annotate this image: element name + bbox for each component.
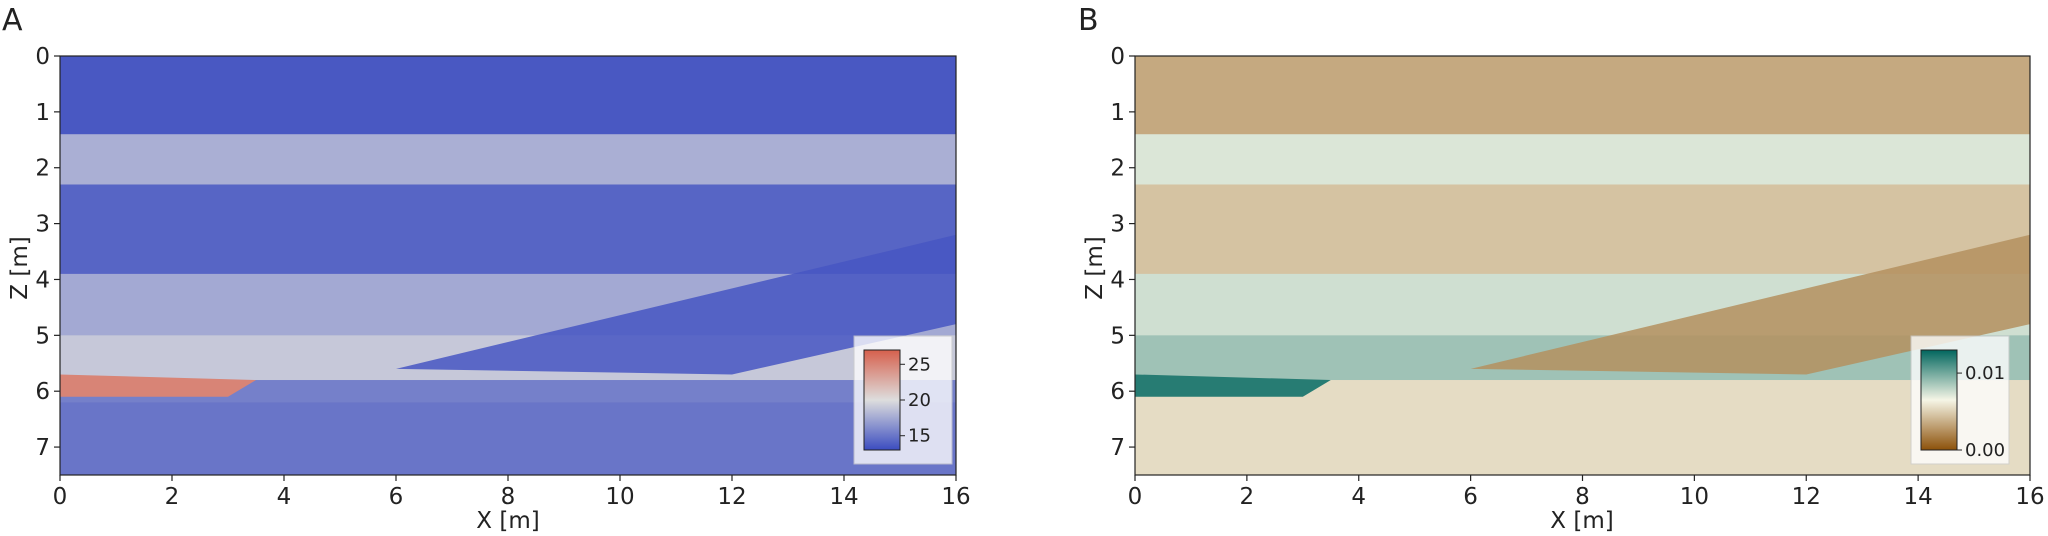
x-tick-label: 0 — [53, 484, 68, 510]
colorbar-tick-label: 25 — [908, 354, 931, 375]
y-tick-label: 1 — [1110, 100, 1125, 126]
x-tick-label: 8 — [1575, 484, 1590, 510]
x-tick-label: 14 — [1903, 484, 1932, 510]
y-tick-label: 2 — [35, 156, 50, 182]
heatmap-layer — [1135, 134, 2030, 185]
x-tick-label: 8 — [501, 484, 516, 510]
y-tick-label: 6 — [35, 379, 50, 405]
heatmap-layer — [1135, 380, 2030, 403]
heatmap-layer — [60, 184, 956, 275]
x-tick-label: 0 — [1128, 484, 1143, 510]
y-tick-label: 0 — [1110, 44, 1125, 70]
y-tick-label: 5 — [35, 323, 50, 349]
heatmap-cells — [1135, 56, 2030, 475]
y-tick-label: 7 — [1110, 435, 1125, 461]
heatmap-layer — [60, 402, 956, 475]
colorbar-tick-label: 0.00 — [1965, 440, 2005, 461]
x-tick-label: 6 — [389, 484, 404, 510]
x-tick-label: 4 — [277, 484, 292, 510]
y-tick-label: 5 — [1110, 323, 1125, 349]
panel-b-ylabel: Z [m] — [1082, 236, 1108, 299]
y-tick-label: 2 — [1110, 156, 1125, 182]
heatmap-feature-dipping-body — [1470, 234, 2030, 375]
heatmap-feature-dipping-body — [396, 234, 956, 375]
y-tick-label: 0 — [35, 44, 50, 70]
panel-a-xlabel: X [m] — [476, 508, 539, 534]
y-tick-label: 4 — [35, 267, 50, 293]
heatmap-feature-high-layer — [1135, 374, 1331, 397]
colorbar-tick-label: 20 — [908, 390, 931, 411]
heatmap-layer — [1135, 184, 2030, 275]
panel-b-xlabel: X [m] — [1550, 508, 1613, 534]
y-tick-label: 3 — [35, 212, 50, 238]
x-tick-label: 10 — [1680, 484, 1709, 510]
heatmap-layer — [1135, 402, 2030, 475]
heatmap-layer — [60, 380, 956, 403]
heatmap-cells — [60, 56, 956, 475]
colorbar-gradient — [1920, 349, 1958, 451]
y-tick-label: 1 — [35, 100, 50, 126]
heatmap-layer — [1135, 56, 2030, 135]
panel-a-colorbar: 15 20 25 — [853, 335, 953, 465]
y-tick-label: 4 — [1110, 267, 1125, 293]
colorbar-tick-label: 15 — [908, 426, 931, 447]
x-tick-label: 2 — [1240, 484, 1255, 510]
x-tick-label: 12 — [717, 484, 746, 510]
panel-b-plot — [1135, 56, 2030, 475]
x-tick-label: 14 — [829, 484, 858, 510]
x-tick-label: 4 — [1351, 484, 1366, 510]
x-tick-label: 2 — [165, 484, 180, 510]
x-tick-label: 6 — [1463, 484, 1478, 510]
y-tick-label: 3 — [1110, 212, 1125, 238]
colorbar-gradient — [863, 349, 901, 451]
y-tick-label: 6 — [1110, 379, 1125, 405]
panel-a-plot — [60, 56, 956, 475]
panel-b-colorbar: 0.00 0.01 — [1910, 335, 2010, 465]
colorbar-tick-label: 0.01 — [1965, 363, 2005, 384]
x-tick-label: 16 — [941, 484, 970, 510]
y-tick-label: 7 — [35, 435, 50, 461]
panel-a-ylabel: Z [m] — [7, 236, 33, 299]
heatmap-layer — [60, 134, 956, 185]
x-tick-label: 12 — [1792, 484, 1821, 510]
x-tick-label: 10 — [605, 484, 634, 510]
panel-letter-b: B — [1078, 3, 1099, 38]
heatmap-layer — [60, 56, 956, 135]
panel-letter-a: A — [2, 3, 23, 38]
heatmap-feature-high-layer — [60, 374, 256, 397]
x-tick-label: 16 — [2015, 484, 2044, 510]
